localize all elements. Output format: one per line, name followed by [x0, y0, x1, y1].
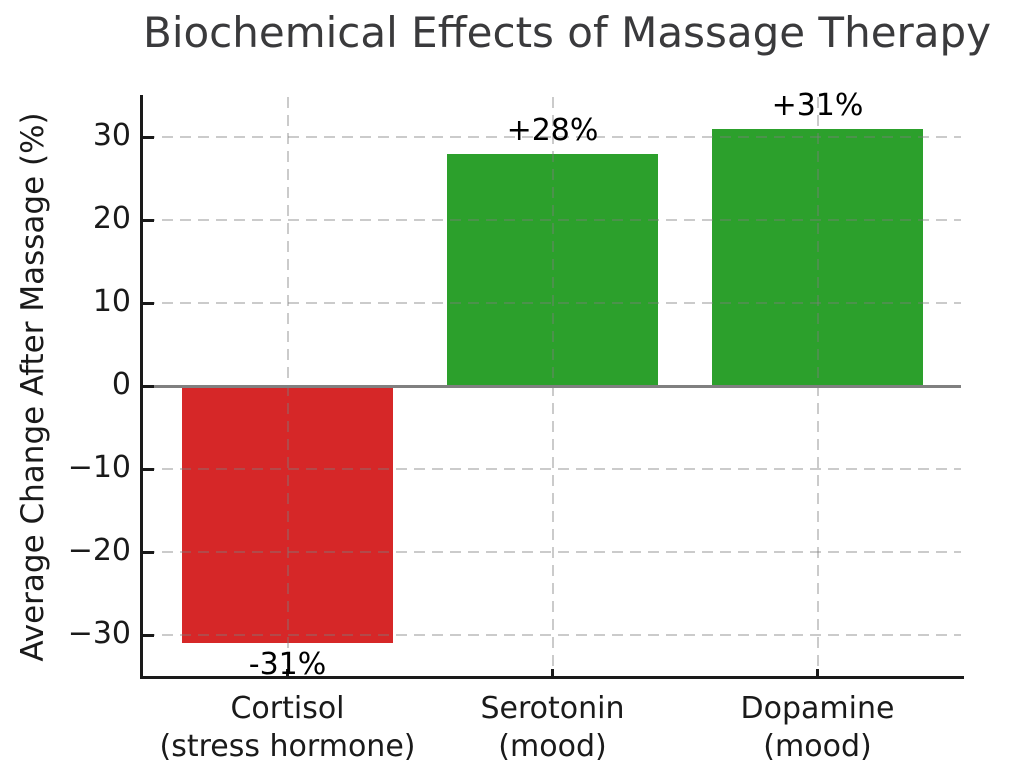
y-tick-mark [143, 633, 154, 637]
y-tick-label: −30 [67, 616, 131, 652]
plot-area: -31% +28% +31% [143, 88, 961, 683]
chart-title: Biochemical Effects of Massage Therapy [143, 8, 992, 57]
y-tick-label: 0 [111, 367, 131, 403]
zero-baseline [143, 385, 961, 388]
x-tick-label-sub: (stress hormone) [159, 729, 416, 764]
y-tick-mark [143, 550, 154, 554]
bar-value-label-dopamine: +31% [771, 87, 864, 123]
y-tick-mark [143, 218, 154, 222]
gridline-horizontal [144, 219, 961, 221]
y-tick-label: −10 [67, 450, 131, 486]
gridline-horizontal [144, 468, 961, 470]
bar-serotonin [447, 153, 658, 386]
y-tick-label: 10 [92, 284, 131, 320]
x-tick-mark [551, 669, 554, 679]
x-tick-label-name: Dopamine [740, 691, 895, 726]
y-tick-mark [143, 384, 154, 388]
y-tick-label: 30 [92, 118, 131, 154]
x-axis-spine [140, 676, 964, 679]
bar-dopamine [712, 128, 923, 386]
y-tick-mark [143, 301, 154, 305]
bar-cortisol [182, 386, 393, 644]
x-tick-label-sub: (mood) [763, 729, 872, 764]
x-tick-mark [816, 669, 819, 679]
x-tick-mark [286, 669, 289, 679]
gridline-horizontal [144, 634, 961, 636]
x-tick-label-name: Serotonin [480, 691, 625, 726]
y-tick-mark [143, 467, 154, 471]
y-axis-spine [140, 95, 143, 679]
x-tick-label-serotonin: Serotonin (mood) [480, 690, 624, 766]
x-tick-label-dopamine: Dopamine (mood) [741, 690, 895, 766]
gridline-vertical [286, 97, 289, 679]
gridline-horizontal [144, 302, 961, 304]
x-tick-label-cortisol: Cortisol (stress hormone) [160, 690, 416, 766]
gridline-vertical [816, 97, 819, 679]
gridline-horizontal [144, 551, 961, 553]
y-axis-label: Average Change After Massage (%) [15, 112, 51, 662]
y-tick-label: 20 [92, 201, 131, 237]
gridline-horizontal [144, 136, 961, 138]
y-tick-mark [143, 135, 154, 139]
gridline-vertical [551, 97, 554, 679]
y-tick-label: −20 [67, 533, 131, 569]
x-tick-label-name: Cortisol [230, 691, 345, 726]
x-tick-label-sub: (mood) [498, 729, 607, 764]
bar-value-label-cortisol: -31% [248, 647, 327, 683]
bar-value-label-serotonin: +28% [506, 112, 599, 148]
